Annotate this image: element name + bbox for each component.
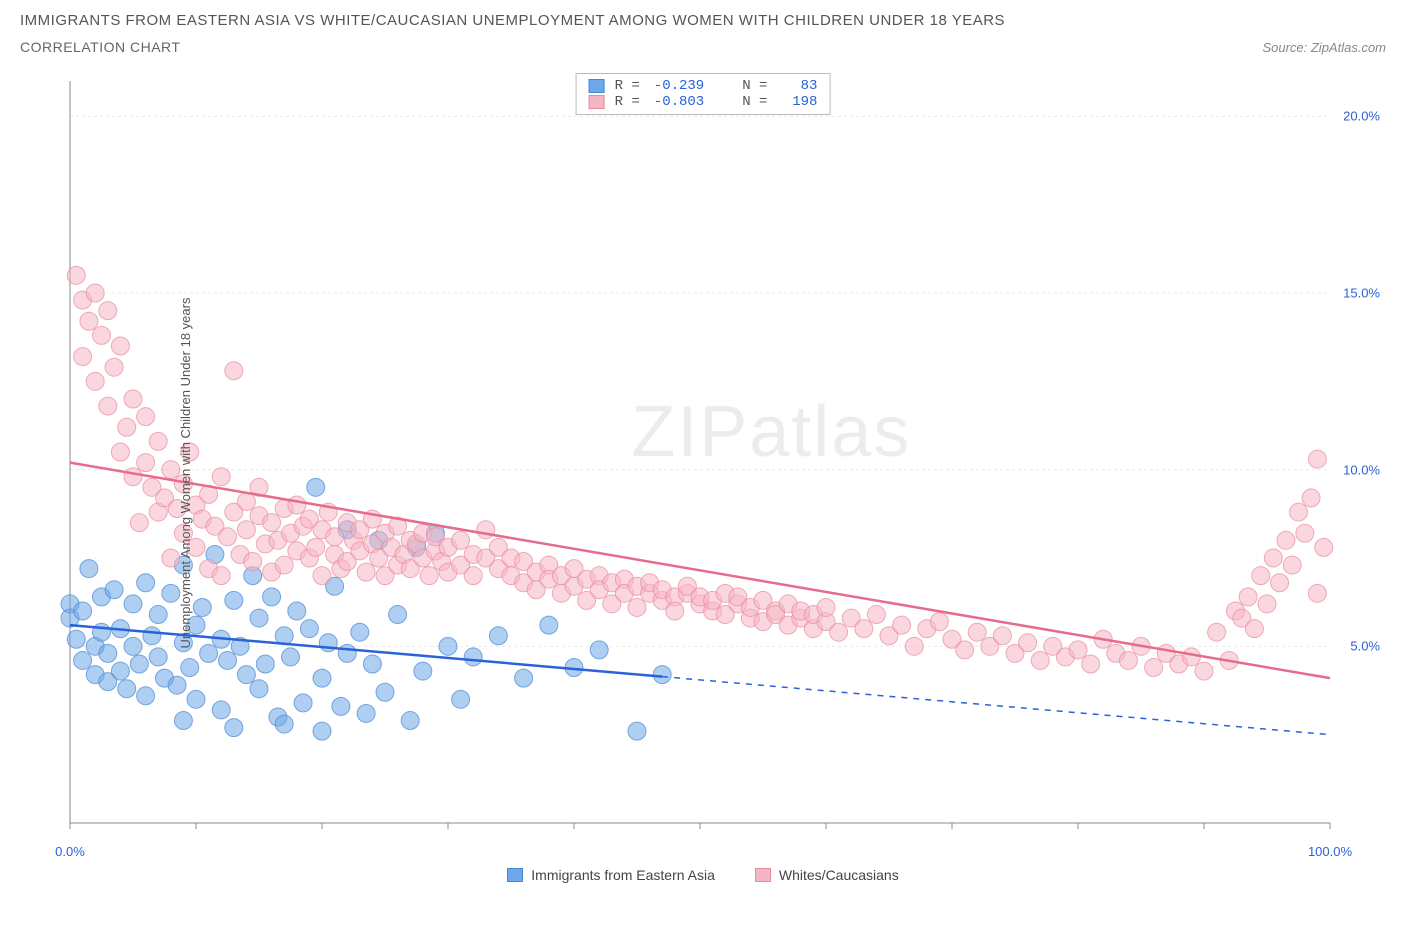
scatter-chart bbox=[20, 63, 1386, 883]
swatch-blue bbox=[507, 868, 523, 882]
y-tick-label: 10.0% bbox=[1343, 462, 1380, 477]
n-label: N = bbox=[742, 94, 767, 110]
y-tick-label: 15.0% bbox=[1343, 286, 1380, 301]
r-value-blue: -0.239 bbox=[654, 78, 704, 94]
stats-row-pink: R = -0.803 N = 198 bbox=[589, 94, 818, 110]
y-tick-label: 20.0% bbox=[1343, 109, 1380, 124]
swatch-pink bbox=[755, 868, 771, 882]
subtitle-row: CORRELATION CHART Source: ZipAtlas.com bbox=[20, 39, 1386, 55]
n-value-blue: 83 bbox=[781, 78, 817, 94]
y-tick-label: 5.0% bbox=[1350, 639, 1380, 654]
legend-label-blue: Immigrants from Eastern Asia bbox=[531, 867, 715, 883]
r-label: R = bbox=[615, 78, 640, 94]
chart-container: Unemployment Among Women with Children U… bbox=[20, 63, 1386, 883]
chart-title: IMMIGRANTS FROM EASTERN ASIA VS WHITE/CA… bbox=[20, 12, 1386, 29]
legend-label-pink: Whites/Caucasians bbox=[779, 867, 899, 883]
chart-subtitle: CORRELATION CHART bbox=[20, 39, 180, 55]
swatch-pink bbox=[589, 95, 605, 109]
stats-legend-box: R = -0.239 N = 83 R = -0.803 N = 198 bbox=[576, 73, 831, 115]
r-value-pink: -0.803 bbox=[654, 94, 704, 110]
r-label: R = bbox=[615, 94, 640, 110]
y-axis-label: Unemployment Among Women with Children U… bbox=[178, 298, 193, 649]
n-label: N = bbox=[742, 78, 767, 94]
x-tick-label: 100.0% bbox=[1308, 844, 1352, 859]
bottom-legend: Immigrants from Eastern Asia Whites/Cauc… bbox=[20, 867, 1386, 883]
stats-row-blue: R = -0.239 N = 83 bbox=[589, 78, 818, 94]
legend-item-pink: Whites/Caucasians bbox=[755, 867, 899, 883]
swatch-blue bbox=[589, 79, 605, 93]
legend-item-blue: Immigrants from Eastern Asia bbox=[507, 867, 715, 883]
n-value-pink: 198 bbox=[781, 94, 817, 110]
x-tick-label: 0.0% bbox=[55, 844, 85, 859]
source-label: Source: ZipAtlas.com bbox=[1262, 40, 1386, 55]
